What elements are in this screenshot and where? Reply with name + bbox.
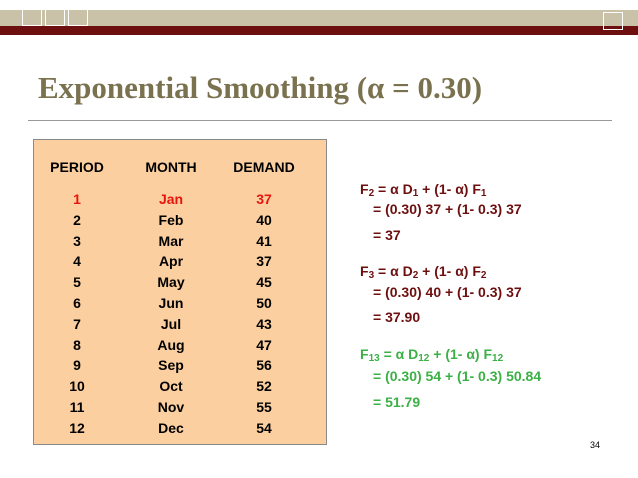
table-cell-month: Jul [160,315,182,332]
table-cell-demand: 47 [256,336,272,353]
table-cell-period: 3 [73,232,81,249]
table-cell-month: Jun [158,295,184,311]
title-rule [28,120,612,121]
table-cell-month: Jan [158,191,184,207]
f3-term-a: = α D [378,263,413,279]
header-month: MONTH [145,159,197,175]
demand-table-panel [33,139,327,445]
table-cell-month: Oct [159,378,183,395]
table-cell-demand: 43 [256,315,272,332]
f2-term-b: + (1- α) F [418,181,481,197]
equation-f2: F2 = α D1 + (1- α) F1 [360,181,487,199]
header-decoration [0,0,638,36]
table-cell-period: 5 [73,274,81,291]
f2-result: = 37 [373,227,401,243]
table-cell-demand: 52 [256,378,272,395]
f13-result: = 51.79 [373,394,421,410]
f2-line2: = (0.30) 37 + (1- 0.3) 37 [373,201,522,217]
page-number: 34 [590,440,601,450]
table-cell-demand: 55 [256,399,272,415]
table-cell-demand: 54 [256,419,272,436]
slide-title: Exponential Smoothing (α = 0.30) [38,70,483,105]
table-cell-period: 12 [69,419,85,436]
equation-f3: F3 = α D2 + (1- α) F2 [360,263,487,281]
table-cell-month: Aug [157,336,185,353]
table-cell-period: 6 [73,295,81,311]
header-grey-band [0,10,638,26]
table-cell-demand: 56 [256,357,272,374]
table-cell-month: Feb [158,211,184,228]
f2-lhs: F [360,181,369,197]
table-cell-month: May [157,274,185,291]
table-cell-period: 1 [73,191,81,207]
f3-result: = 37.90 [373,309,421,325]
table-cell-demand: 37 [256,253,272,270]
table-cell-month: Dec [158,419,184,436]
f2-term-a: = α D [378,181,413,197]
table-cell-month: Sep [158,357,184,374]
table-cell-month: Mar [158,232,184,249]
equation-f13: F13 = α D12 + (1- α) F12 [360,346,504,364]
f3-lhs: F [360,263,369,279]
f3-line2: = (0.30) 40 + (1- 0.3) 37 [373,284,522,300]
f13-line2: = (0.30) 54 + (1- 0.3) 50.84 [373,368,542,384]
table-cell-demand: 40 [256,211,272,228]
table-cell-month: Nov [157,399,185,415]
table-cell-period: 2 [73,211,81,228]
table-cell-demand: 45 [256,274,272,291]
header-divider [0,35,638,36]
f13-lhs: F [360,346,369,362]
table-cell-period: 7 [73,315,81,332]
header-square-right [603,12,626,34]
table-cell-demand: 37 [256,191,272,207]
table-cell-period: 4 [73,253,81,270]
table-cell-period: 11 [69,399,85,415]
header-demand: DEMAND [233,159,295,175]
f3-term-b: + (1- α) F [418,263,481,279]
table-cell-period: 9 [73,357,81,374]
header-period: PERIOD [50,159,104,175]
header-squares-left [22,8,91,30]
header-red-band [0,26,638,35]
table-cell-period: 10 [69,378,85,395]
f13-term-a: = α D [383,346,419,362]
table-cell-period: 8 [73,336,81,353]
f13-term-b: + (1- α) F [429,346,493,362]
table-cell-demand: 50 [256,295,272,311]
table-cell-demand: 41 [256,232,272,249]
table-cell-month: Apr [158,253,184,270]
